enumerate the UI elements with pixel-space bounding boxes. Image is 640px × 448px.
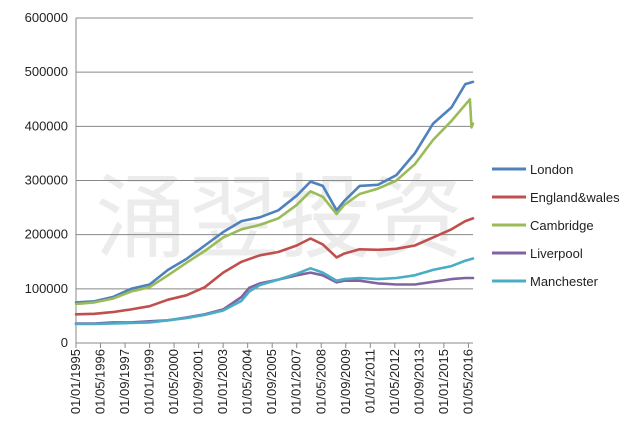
legend: London England&wales Cambridge Liverpool Man… (492, 162, 620, 289)
legend-label: Manchester (530, 274, 599, 289)
y-tick-label: 500000 (25, 64, 68, 79)
series-line-cambridge (74, 98, 475, 306)
x-tick-label: 01/05/2000 (166, 349, 181, 414)
x-tick-label: 01/09/2001 (191, 349, 206, 414)
x-tick-label: 01/09/2005 (264, 349, 279, 414)
legend-label: England&wales (530, 190, 620, 205)
x-tick-label: 01/09/2013 (411, 349, 426, 414)
y-tick-label: 400000 (25, 118, 68, 133)
series-line-london (74, 80, 475, 304)
x-tick-label: 01/01/2007 (289, 349, 304, 414)
x-tick-label: 01/01/1995 (68, 349, 83, 414)
axes: 0 100000 200000 300000 400000 500000 600000 01/… (25, 10, 476, 414)
series-lines (74, 80, 475, 326)
legend-label: Cambridge (530, 218, 594, 233)
x-tick-label: 01/01/2003 (215, 349, 230, 414)
x-tick-label: 01/05/2012 (387, 349, 402, 414)
series-line-england-wales (74, 217, 475, 316)
x-tick-label: 01/01/1999 (142, 349, 157, 414)
x-tick-label: 01/05/2004 (240, 349, 255, 414)
y-tick-label: 300000 (25, 173, 68, 188)
legend-label: Liverpool (530, 246, 583, 261)
x-tick-label: 01/01/2011 (362, 349, 377, 413)
y-tick-label: 100000 (25, 281, 68, 296)
y-tick-label: 0 (61, 335, 68, 350)
legend-label: London (530, 162, 573, 177)
y-tick-label: 200000 (25, 227, 68, 242)
x-tick-label: 01/09/1997 (117, 349, 132, 414)
x-tick-label: 01/05/1996 (93, 349, 108, 414)
y-tick-label: 600000 (25, 10, 68, 25)
x-tick-label: 01/09/2009 (338, 349, 353, 414)
x-tick-label: 01/05/2008 (313, 349, 328, 414)
series-line-manchester (74, 257, 475, 326)
x-tick-label: 01/05/2016 (460, 349, 475, 414)
x-tick-label: 01/01/2015 (436, 349, 451, 414)
